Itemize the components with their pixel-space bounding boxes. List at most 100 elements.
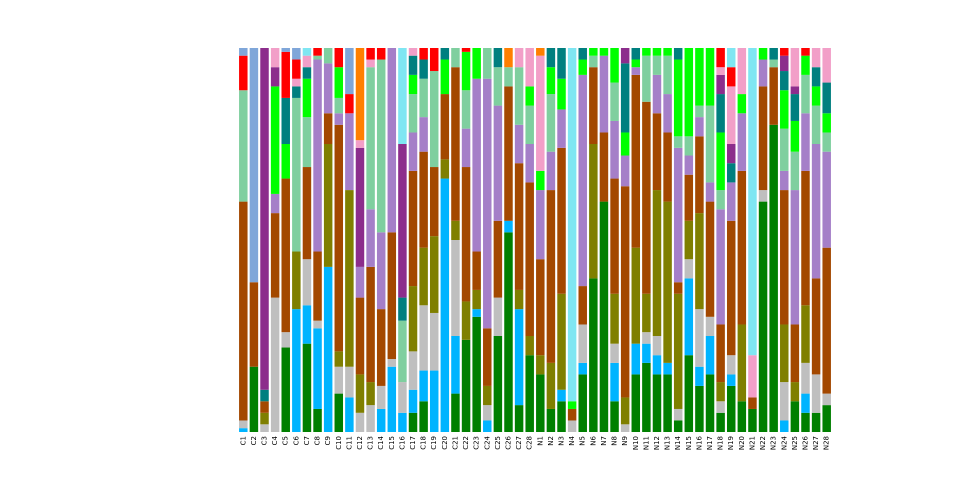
bar-segment [302,55,312,68]
bar-segment [695,385,704,432]
bar-segment [790,190,800,325]
bar-segment [652,74,662,114]
bar-segment [302,78,312,118]
bar-segment [345,94,354,114]
bar-segment [398,297,407,321]
bar-segment [811,48,821,68]
bar-segment [589,144,598,279]
bar-segment [578,48,587,60]
bar-segment [514,405,524,432]
x-tick-label: N21 [748,436,756,450]
bar-segment [334,366,344,394]
bar-segment [758,190,768,202]
bar-segment [546,48,556,68]
bar-segment [366,209,375,267]
bar-segment [387,359,397,367]
x-tick-label: C17 [409,436,417,450]
bar-segment [546,190,556,363]
bar-segment [514,48,524,68]
bar-segment [769,124,778,433]
bar-segment [355,147,365,267]
bar-segment [525,105,534,144]
bar-segment [345,397,354,432]
bar-segment [239,428,248,432]
bar-segment [652,55,662,75]
x-tick-label: C2 [250,436,258,445]
bar-segment [780,90,789,129]
bar-segment [652,355,662,375]
bar-segment [366,382,375,406]
bar-segment [419,59,428,79]
bar-segment [292,86,301,98]
bar-segment [769,48,778,60]
bar-segment [398,412,407,432]
bar-segment [355,374,365,413]
bar-segment [429,312,439,371]
bar-segment [398,382,407,413]
bar-segment [599,48,609,56]
bar-segment [716,74,725,95]
bar-segment [260,389,269,402]
bar-segment [451,220,460,240]
bar-segment [281,48,290,52]
bar-segment [376,59,386,233]
bar-segment [663,201,672,363]
x-tick-label: C18 [420,436,428,450]
bar-segment [631,343,641,375]
bar-segment [366,405,375,432]
bar-segment [313,48,322,56]
bar-segment [483,385,492,406]
bar-segment [334,97,344,114]
bar-segment [737,48,747,95]
bar-segment [334,48,344,68]
bar-segment [461,51,471,91]
bar-segment [504,67,513,87]
bar-segment [652,113,662,191]
x-tick-label: N9 [621,436,629,446]
bar-segment [536,355,545,375]
x-tick-label: N13 [664,436,672,450]
x-tick-label: C26 [504,435,512,449]
bar-segment [578,286,587,325]
bar-segment [313,328,322,409]
bar-segment [726,385,736,432]
bar-segment [684,355,694,432]
x-tick-label: C3 [261,436,269,445]
bar-segment [695,105,704,118]
x-tick-label: C27 [515,436,523,450]
bar-segment [366,59,375,68]
bar-segment [536,170,545,191]
bar-segment [790,151,800,191]
bar-segment [652,190,662,336]
x-tick-label: N18 [717,436,725,450]
bar-segment [536,374,545,432]
x-tick-label: C25 [494,436,502,450]
bar-segment [419,48,428,60]
bar-segment [811,278,821,375]
bar-segment [684,174,694,221]
bar-segment [673,147,683,283]
bar-segment [419,117,428,152]
x-tick-label: N3 [558,436,566,446]
bar-segment [822,405,831,432]
bar-segment [472,289,481,310]
bar-segment [737,170,747,325]
bar-segment [461,90,471,129]
bar-segment [387,366,397,432]
bar-segment [419,305,428,371]
bar-segment [620,186,630,398]
bar-segment [440,48,450,60]
bar-segment [525,182,534,336]
bar-segment [525,48,534,87]
bar-segment [302,48,312,56]
bar-segment [270,193,280,214]
bar-segment [684,136,694,156]
bar-segment [281,51,290,98]
bar-segment [631,59,641,68]
bar-segment [663,55,672,95]
bar-segment [483,420,492,432]
bar-segment [578,324,587,363]
bar-segment [780,48,789,56]
bar-segment [249,282,259,367]
bar-segment [567,420,577,432]
